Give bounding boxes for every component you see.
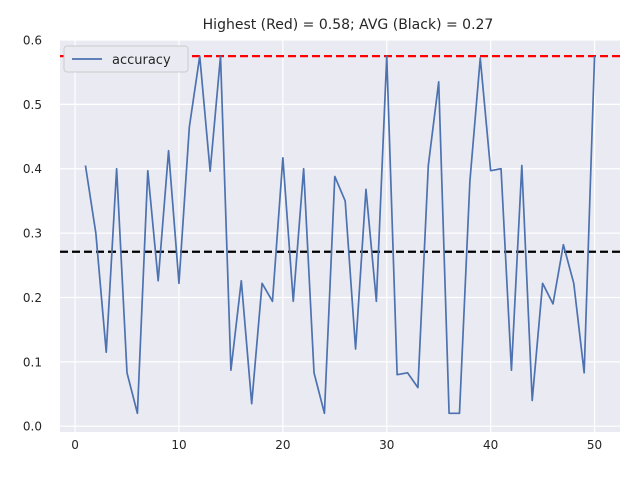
x-tick-label: 20 <box>275 438 290 452</box>
grid <box>60 39 620 432</box>
x-tick-label: 30 <box>379 438 394 452</box>
reference-lines <box>60 54 620 253</box>
y-tick-label: 0.0 <box>23 420 42 434</box>
legend: accuracy <box>63 45 189 73</box>
x-tick-labels: 0 10 20 30 40 50 <box>71 438 602 452</box>
chart-title: Highest (Red) = 0.58; AVG (Black) = 0.27 <box>203 17 494 33</box>
x-tick-label: 50 <box>587 438 602 452</box>
y-tick-label: 0.6 <box>23 34 42 48</box>
y-tick-label: 0.2 <box>23 291 42 305</box>
y-tick-label: 0.4 <box>23 162 42 176</box>
y-tick-labels: 0.0 0.1 0.2 0.3 0.4 0.5 0.6 <box>23 34 42 434</box>
series-line-accuracy <box>84 55 596 415</box>
x-tick-label: 40 <box>483 438 498 452</box>
y-tick-label: 0.1 <box>23 355 42 369</box>
legend-label-accuracy: accuracy <box>112 53 171 68</box>
series-layer <box>84 55 596 415</box>
x-tick-label: 0 <box>71 438 79 452</box>
y-tick-label: 0.5 <box>23 98 42 112</box>
x-tick-label: 10 <box>171 438 186 452</box>
legend-box <box>63 45 189 73</box>
y-tick-label: 0.3 <box>23 227 42 241</box>
plot-area <box>60 40 620 432</box>
